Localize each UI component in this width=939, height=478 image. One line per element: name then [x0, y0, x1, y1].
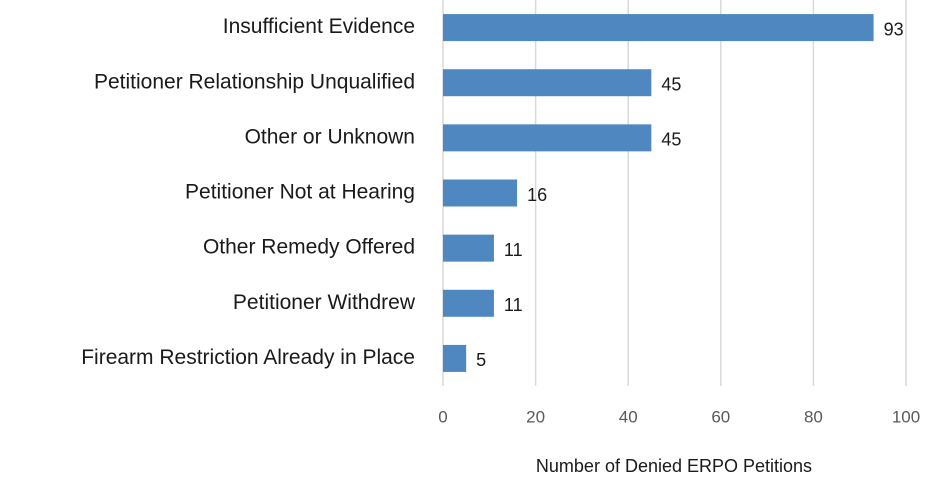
bar	[443, 179, 518, 207]
x-tick-label: 100	[892, 407, 920, 426]
y-tick-label: Insufficient Evidence	[223, 15, 415, 38]
bar	[443, 234, 494, 262]
bar	[443, 344, 467, 372]
y-tick-label: Petitioner Withdrew	[233, 291, 416, 314]
x-tick-label: 60	[711, 407, 730, 426]
value-label: 93	[884, 19, 904, 39]
bar	[443, 14, 874, 42]
x-tick-label: 80	[804, 407, 823, 426]
y-tick-label: Firearm Restriction Already in Place	[81, 346, 415, 369]
bar	[443, 69, 652, 97]
y-tick-label: Petitioner Relationship Unqualified	[94, 70, 415, 93]
x-axis-title: Number of Denied ERPO Petitions	[536, 456, 812, 476]
y-tick-label: Other Remedy Offered	[203, 236, 415, 259]
value-label: 45	[661, 74, 681, 94]
y-tick-label: Other or Unknown	[245, 125, 415, 148]
bar	[443, 289, 494, 317]
value-label: 45	[661, 130, 681, 150]
y-tick-label: Petitioner Not at Hearing	[185, 181, 415, 204]
x-tick-label: 0	[438, 407, 447, 426]
x-tick-label: 20	[526, 407, 545, 426]
value-label: 11	[504, 295, 523, 315]
value-label: 16	[527, 185, 547, 205]
bar	[443, 124, 652, 152]
value-label: 5	[476, 350, 486, 370]
value-label: 11	[504, 240, 523, 260]
x-tick-label: 40	[619, 407, 638, 426]
